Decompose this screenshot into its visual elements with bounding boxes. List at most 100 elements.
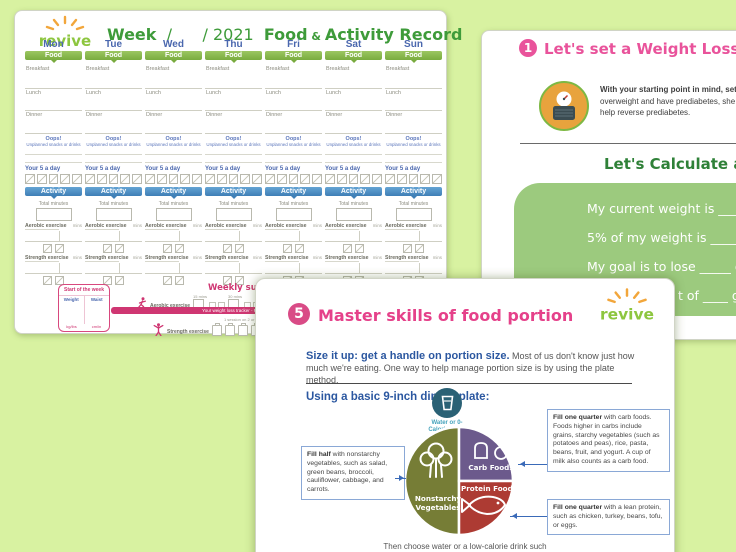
session-checkbox[interactable] — [237, 323, 248, 336]
checkbox[interactable] — [115, 276, 124, 285]
snack-line[interactable] — [385, 147, 442, 155]
total-minutes-field[interactable] — [275, 208, 312, 221]
aerobic-entry-field[interactable] — [85, 229, 142, 242]
checkbox[interactable] — [223, 276, 232, 285]
snack-line[interactable] — [325, 147, 382, 155]
checkbox[interactable] — [348, 174, 359, 184]
snack-line[interactable] — [145, 147, 202, 155]
calc-fill-in-line[interactable]: 5% of my weight is _____ g — [587, 230, 736, 245]
calc-fill-in-line[interactable]: My current weight is _____ g — [587, 201, 736, 216]
snack-line[interactable] — [25, 147, 82, 155]
strength-entry-field[interactable] — [205, 261, 262, 274]
dinner-field[interactable]: Dinner — [85, 111, 142, 134]
checkbox[interactable] — [175, 276, 184, 285]
aerobic-entry-field[interactable] — [145, 229, 202, 242]
total-minutes-field[interactable] — [215, 208, 252, 221]
breakfast-field[interactable]: Breakfast — [145, 65, 202, 89]
breakfast-field[interactable]: Breakfast — [205, 65, 262, 89]
snack-line[interactable] — [85, 155, 142, 163]
lunch-field[interactable]: Lunch — [325, 89, 382, 111]
lunch-field[interactable]: Lunch — [385, 89, 442, 111]
snack-line[interactable] — [205, 147, 262, 155]
checkbox[interactable] — [205, 174, 215, 184]
checkbox[interactable] — [145, 174, 155, 184]
total-minutes-field[interactable] — [95, 208, 132, 221]
checkbox[interactable] — [55, 244, 64, 253]
checkbox[interactable] — [103, 244, 112, 253]
checkbox[interactable] — [120, 174, 131, 184]
checkbox[interactable] — [240, 174, 251, 184]
checkbox[interactable] — [43, 244, 52, 253]
checkbox[interactable] — [163, 276, 172, 285]
checkbox[interactable] — [276, 174, 287, 184]
snack-line[interactable] — [385, 155, 442, 163]
breakfast-field[interactable]: Breakfast — [25, 65, 82, 89]
checkbox[interactable] — [336, 174, 347, 184]
snack-line[interactable] — [325, 155, 382, 163]
lunch-field[interactable]: Lunch — [85, 89, 142, 111]
checkbox[interactable] — [385, 174, 395, 184]
checkbox[interactable] — [265, 174, 275, 184]
checkbox[interactable] — [355, 244, 364, 253]
checkbox[interactable] — [228, 174, 239, 184]
checkbox[interactable] — [235, 276, 244, 285]
breakfast-field[interactable]: Breakfast — [85, 65, 142, 89]
dinner-field[interactable]: Dinner — [325, 111, 382, 134]
checkbox[interactable] — [252, 174, 262, 184]
checkbox[interactable] — [300, 174, 311, 184]
checkbox[interactable] — [108, 174, 119, 184]
lunch-field[interactable]: Lunch — [205, 89, 262, 111]
strength-entry-field[interactable] — [145, 261, 202, 274]
strength-entry-field[interactable] — [385, 261, 442, 274]
checkbox[interactable] — [96, 174, 107, 184]
checkbox[interactable] — [43, 276, 52, 285]
checkbox[interactable] — [235, 244, 244, 253]
aerobic-entry-field[interactable] — [265, 229, 322, 242]
lunch-field[interactable]: Lunch — [25, 89, 82, 111]
checkbox[interactable] — [156, 174, 167, 184]
snack-line[interactable] — [145, 155, 202, 163]
strength-entry-field[interactable] — [265, 261, 322, 274]
checkbox[interactable] — [343, 244, 352, 253]
checkbox[interactable] — [372, 174, 382, 184]
session-checkbox[interactable] — [211, 323, 222, 336]
strength-entry-field[interactable] — [325, 261, 382, 274]
snack-line[interactable] — [205, 155, 262, 163]
dinner-field[interactable]: Dinner — [205, 111, 262, 134]
checkbox[interactable] — [163, 244, 172, 253]
breakfast-field[interactable]: Breakfast — [325, 65, 382, 89]
checkbox[interactable] — [283, 244, 292, 253]
checkbox[interactable] — [192, 174, 202, 184]
strength-entry-field[interactable] — [25, 261, 82, 274]
checkbox[interactable] — [223, 244, 232, 253]
checkbox[interactable] — [408, 174, 419, 184]
total-minutes-field[interactable] — [35, 208, 72, 221]
dinner-field[interactable]: Dinner — [385, 111, 442, 134]
checkbox[interactable] — [115, 244, 124, 253]
total-minutes-field[interactable] — [335, 208, 372, 221]
breakfast-field[interactable]: Breakfast — [265, 65, 322, 89]
dinner-field[interactable]: Dinner — [25, 111, 82, 134]
calc-fill-in-line[interactable]: t of ____ g. — [678, 288, 736, 303]
snack-line[interactable] — [85, 147, 142, 155]
aerobic-entry-field[interactable] — [205, 229, 262, 242]
checkbox[interactable] — [420, 174, 431, 184]
waist-column[interactable]: Waist — [83, 296, 110, 324]
lunch-field[interactable]: Lunch — [265, 89, 322, 111]
checkbox[interactable] — [396, 174, 407, 184]
start-of-week-box[interactable]: Start of the week Weight Waist kg/lbs cm… — [58, 284, 110, 332]
snack-line[interactable] — [265, 147, 322, 155]
checkbox[interactable] — [72, 174, 82, 184]
checkbox[interactable] — [432, 174, 442, 184]
checkbox[interactable] — [216, 174, 227, 184]
weight-column[interactable]: Weight — [63, 297, 79, 302]
checkbox[interactable] — [325, 174, 335, 184]
dinner-field[interactable]: Dinner — [145, 111, 202, 134]
checkbox[interactable] — [288, 174, 299, 184]
calc-fill-in-line[interactable]: My goal is to lose _____ g in — [587, 259, 736, 274]
breakfast-field[interactable]: Breakfast — [385, 65, 442, 89]
checkbox[interactable] — [175, 244, 184, 253]
checkbox[interactable] — [85, 174, 95, 184]
checkbox[interactable] — [36, 174, 47, 184]
session-checkbox[interactable] — [224, 323, 235, 336]
